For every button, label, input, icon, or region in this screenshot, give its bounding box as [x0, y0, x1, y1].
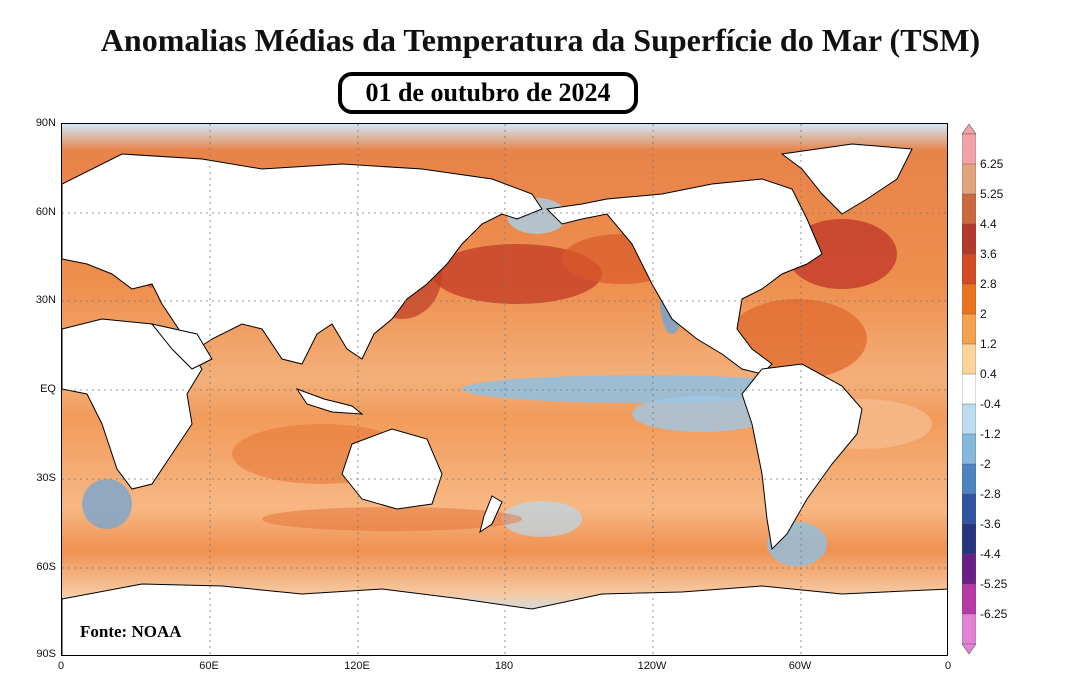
lat-label-60s: 60S	[36, 561, 56, 573]
colorbar-segment	[962, 613, 976, 645]
colorbar-tick-label: 2.8	[980, 277, 997, 291]
colorbar-tick-label: -6.25	[980, 607, 1008, 621]
graticule	[62, 124, 947, 655]
colorbar-segment	[962, 523, 976, 555]
colorbar-tick-label: 0.4	[980, 367, 997, 381]
source-label: Fonte: NOAA	[80, 622, 182, 641]
colorbar-tick-label: 5.25	[980, 187, 1004, 201]
land-masses	[62, 143, 947, 655]
lon-label-120w: 120W	[637, 660, 667, 672]
colorbar-segment	[962, 253, 976, 285]
colorbar-segment	[962, 223, 976, 255]
sst-anomaly-map	[61, 123, 948, 656]
colorbar-tick-label: 1.2	[980, 337, 997, 351]
colorbar-tick-label: -0.4	[980, 397, 1001, 411]
lon-label-180: 180	[494, 660, 514, 672]
colorbar-segment	[962, 433, 976, 465]
lat-label-eq: EQ	[40, 383, 56, 395]
map-title: Anomalias Médias da Temperatura da Super…	[100, 22, 981, 58]
lon-label-0-east: 0	[944, 660, 952, 672]
lat-label-90n: 90N	[35, 117, 56, 129]
colorbar-tick-label: -1.2	[980, 427, 1001, 441]
colorbar-tick-label: 4.4	[980, 217, 997, 231]
colorbar-tick-label: -4.4	[980, 547, 1001, 561]
colorbar	[962, 124, 976, 654]
colorbar-bottom-arrow	[962, 643, 976, 654]
colorbar-top-arrow	[962, 124, 976, 135]
colorbar-segment	[962, 193, 976, 225]
lon-label-0: 0	[57, 660, 65, 672]
colorbar-segment	[962, 163, 976, 195]
colorbar-tick-label: 3.6	[980, 247, 997, 261]
lat-label-60n: 60N	[35, 206, 56, 218]
colorbar-segment	[962, 403, 976, 435]
colorbar-tick-label: -2.8	[980, 487, 1001, 501]
colorbar-segment	[962, 283, 976, 315]
lon-label-120e: 120E	[344, 660, 370, 672]
colorbar-segment	[962, 553, 976, 585]
colorbar-segment	[962, 373, 976, 405]
map-canvas	[62, 124, 947, 655]
colorbar-tick-label: -5.25	[980, 577, 1008, 591]
lon-label-60w: 60W	[788, 660, 812, 672]
lat-label-30s: 30S	[36, 472, 56, 484]
colorbar-segment	[962, 343, 976, 375]
colorbar-segment	[962, 463, 976, 495]
lat-label-90s: 90S	[36, 648, 56, 660]
colorbar-segment	[962, 493, 976, 525]
colorbar-segment	[962, 133, 976, 165]
colorbar-segment	[962, 313, 976, 345]
colorbar-tick-label: 2	[980, 307, 987, 321]
date-label: 01 de outubro de 2024	[338, 72, 638, 114]
lat-label-30n: 30N	[35, 294, 56, 306]
colorbar-tick-label: -3.6	[980, 517, 1001, 531]
colorbar-tick-label: -2	[980, 457, 991, 471]
lon-label-60e: 60E	[199, 660, 219, 672]
colorbar-tick-label: 6.25	[980, 157, 1004, 171]
colorbar-segment	[962, 583, 976, 615]
